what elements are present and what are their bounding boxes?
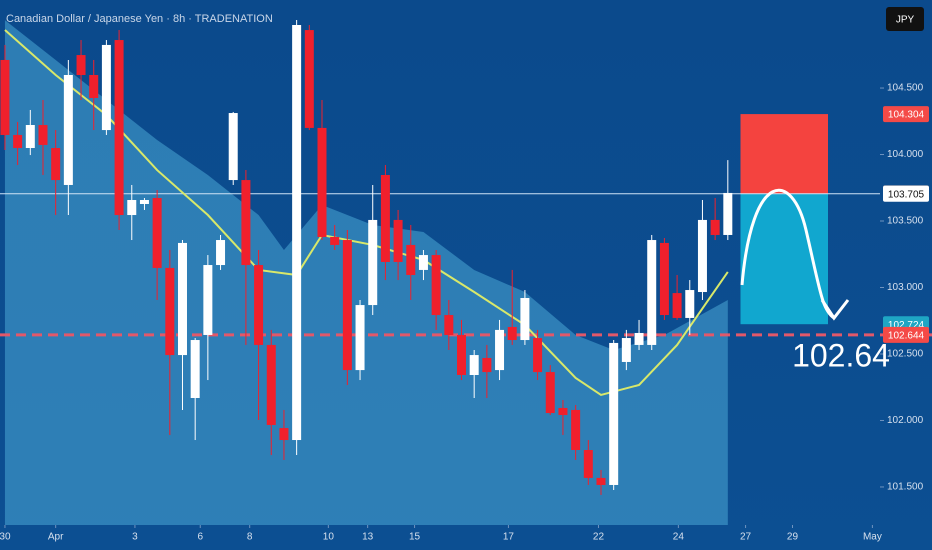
y-tick-label: 101.500 bbox=[887, 482, 924, 493]
x-tick-label: 27 bbox=[740, 532, 752, 543]
candle-body bbox=[368, 219, 378, 306]
candle-body bbox=[266, 344, 276, 425]
price-label: 102.644 bbox=[888, 330, 925, 341]
candle-body bbox=[292, 25, 302, 441]
chart-title: Canadian Dollar / Japanese Yen · 8h · TR… bbox=[6, 13, 273, 25]
currency-label[interactable]: JPY bbox=[896, 15, 915, 26]
currency-badge[interactable] bbox=[886, 7, 924, 31]
candle-body bbox=[152, 198, 162, 268]
y-tick-label: 102.500 bbox=[887, 349, 924, 360]
candle-body bbox=[190, 340, 200, 399]
candle-body bbox=[317, 127, 327, 237]
candle-body bbox=[165, 267, 175, 356]
price-label-box bbox=[883, 106, 929, 123]
y-tick-label: 104.000 bbox=[887, 149, 924, 160]
x-tick-label: 10 bbox=[323, 532, 335, 543]
candle-body bbox=[418, 255, 428, 270]
x-tick-label: 3 bbox=[132, 532, 138, 543]
candle-body bbox=[647, 240, 657, 345]
candle-body bbox=[545, 372, 555, 414]
candle-body bbox=[406, 244, 416, 275]
candle-body bbox=[482, 357, 492, 373]
candle-body bbox=[444, 315, 454, 335]
y-tick-label: 103.500 bbox=[887, 216, 924, 227]
candle-body bbox=[583, 450, 593, 478]
price-label-box bbox=[883, 185, 929, 202]
candle-body bbox=[51, 148, 61, 181]
candle-body bbox=[685, 290, 695, 318]
candle-body bbox=[101, 44, 111, 131]
x-tick-label: May bbox=[863, 532, 882, 543]
candle-body bbox=[659, 242, 669, 316]
candle-body bbox=[393, 219, 403, 262]
x-tick-label: 6 bbox=[197, 532, 203, 543]
candle-body bbox=[13, 134, 23, 149]
arrow-head bbox=[820, 299, 850, 321]
x-tick-label: 8 bbox=[247, 532, 253, 543]
candle-body bbox=[596, 477, 606, 485]
x-tick-label: 15 bbox=[409, 532, 421, 543]
candle-body bbox=[533, 338, 543, 373]
y-tick-label: 102.000 bbox=[887, 415, 924, 426]
x-tick-label: 24 bbox=[673, 532, 685, 543]
candle-body bbox=[241, 180, 251, 266]
x-tick-label: 30 bbox=[0, 532, 11, 543]
candle-body bbox=[571, 409, 581, 450]
y-tick-label: 104.500 bbox=[887, 83, 924, 94]
x-tick-label: 17 bbox=[503, 532, 515, 543]
candle-body bbox=[139, 200, 149, 204]
candle-body bbox=[0, 59, 10, 135]
x-tick-label: 22 bbox=[593, 532, 605, 543]
x-tick-label: 13 bbox=[362, 532, 374, 543]
price-label: 102.724 bbox=[888, 320, 925, 331]
candle-body bbox=[507, 326, 517, 341]
price-label: 103.705 bbox=[888, 189, 925, 200]
candle-body bbox=[634, 332, 644, 345]
price-label-box bbox=[883, 326, 929, 343]
candle-body bbox=[114, 40, 124, 216]
candle-body bbox=[63, 75, 73, 185]
candle-body bbox=[76, 55, 86, 75]
candle-body bbox=[672, 293, 682, 318]
candle-body bbox=[25, 125, 35, 149]
plot: 101.500 102.000 102.500 103.000 103.500 104.0… bbox=[0, 19, 932, 543]
candle-body bbox=[456, 334, 466, 375]
y-tick-label: 103.000 bbox=[887, 282, 924, 293]
candle-body bbox=[380, 175, 390, 262]
candle-body bbox=[203, 265, 213, 335]
candle-body bbox=[355, 305, 365, 371]
x-tick-label: 29 bbox=[787, 532, 799, 543]
candle-body bbox=[520, 298, 530, 341]
candle-body bbox=[279, 428, 289, 441]
candle-body bbox=[127, 200, 137, 216]
candle-body bbox=[621, 338, 631, 362]
candle-body bbox=[495, 329, 505, 371]
candle-body bbox=[254, 265, 264, 345]
candle-body bbox=[469, 355, 479, 375]
target-annotation: 102.64 bbox=[792, 337, 890, 373]
candle-body bbox=[228, 113, 238, 181]
stop-zone bbox=[740, 114, 829, 194]
candle-body bbox=[609, 342, 619, 485]
candle-body bbox=[558, 407, 568, 416]
target-zone bbox=[740, 193, 829, 325]
candle-body bbox=[431, 255, 441, 316]
candle-body bbox=[723, 192, 733, 235]
candle-body bbox=[330, 236, 340, 245]
candle-body bbox=[38, 125, 48, 145]
candle-body bbox=[710, 219, 720, 235]
price-label: 104.304 bbox=[888, 110, 925, 121]
candle-body bbox=[177, 242, 187, 356]
candle-body bbox=[342, 240, 352, 371]
candle-body bbox=[89, 75, 99, 99]
candle-body bbox=[216, 240, 226, 266]
candle-body bbox=[697, 219, 707, 293]
x-tick-label: Apr bbox=[48, 532, 64, 543]
candle-body bbox=[304, 30, 314, 128]
